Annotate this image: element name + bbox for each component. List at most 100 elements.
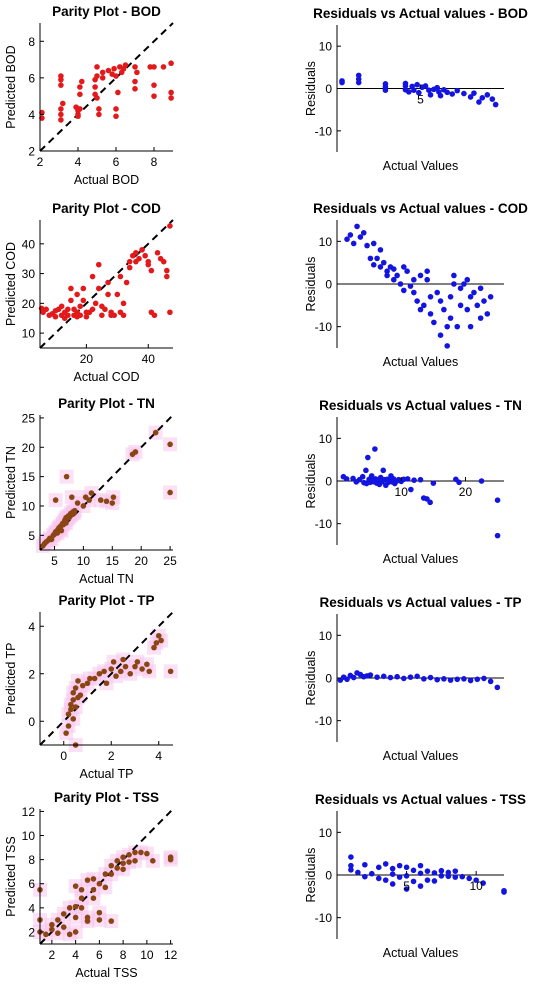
data-point xyxy=(424,877,431,883)
data-point xyxy=(49,921,55,928)
data-point xyxy=(492,101,499,108)
data-point xyxy=(102,884,109,891)
data-point xyxy=(52,497,59,503)
data-point xyxy=(434,84,441,91)
data-point xyxy=(431,870,438,876)
data-point xyxy=(114,291,121,298)
data-point xyxy=(91,675,98,682)
data-point xyxy=(123,279,130,286)
x-axis-label: Actual TSS xyxy=(75,966,137,980)
data-point xyxy=(431,319,437,326)
data-point xyxy=(90,895,97,901)
data-point xyxy=(99,75,106,81)
data-point xyxy=(350,240,357,247)
y-tick-label: 10 xyxy=(22,327,36,341)
y-tick-label: 0 xyxy=(325,475,332,489)
data-point xyxy=(360,230,367,236)
data-point xyxy=(75,113,81,120)
data-point xyxy=(427,294,434,300)
data-point xyxy=(72,685,79,691)
y-axis-label: Residuals xyxy=(304,454,318,509)
data-point xyxy=(414,673,420,680)
data-point xyxy=(374,255,380,262)
data-point xyxy=(96,111,102,118)
data-point xyxy=(456,479,462,486)
data-point xyxy=(151,64,157,70)
data-point xyxy=(362,873,368,880)
data-point xyxy=(92,84,98,90)
data-point xyxy=(168,60,174,67)
data-point xyxy=(88,490,95,496)
x-tick-label: 25 xyxy=(163,554,177,568)
data-point xyxy=(108,666,115,672)
y-tick-label: 4 xyxy=(28,108,35,122)
data-point xyxy=(437,298,444,304)
chart-parity-bod: Parity Plot - BOD 2 4 6 8 2 4 6 8 Actual BOD Predi… xyxy=(4,4,174,187)
data-point xyxy=(71,507,78,514)
data-point xyxy=(133,249,139,256)
data-point xyxy=(127,670,134,677)
data-point xyxy=(105,279,111,286)
data-point xyxy=(120,312,127,319)
y-axis-label: Residuals xyxy=(304,848,318,903)
data-point xyxy=(122,663,129,670)
data-point xyxy=(102,306,108,313)
data-point xyxy=(410,867,417,874)
data-point xyxy=(382,861,389,867)
data-point xyxy=(105,291,111,298)
data-point xyxy=(60,911,67,917)
data-point xyxy=(347,232,354,238)
x-tick-label: 10 xyxy=(469,879,483,893)
data-point xyxy=(72,903,79,910)
y-tick-label: 20 xyxy=(22,441,36,455)
y-tick-label: 0 xyxy=(325,278,332,292)
data-point xyxy=(164,267,170,274)
data-point xyxy=(151,82,157,88)
data-point xyxy=(494,684,501,691)
data-point xyxy=(348,854,354,860)
data-point xyxy=(430,480,437,486)
data-point xyxy=(438,867,445,874)
data-point xyxy=(58,111,64,118)
data-point xyxy=(126,852,132,858)
x-tick-label: 10 xyxy=(140,948,154,962)
data-point xyxy=(452,868,459,874)
data-point xyxy=(484,92,491,98)
y-tick-label: -10 xyxy=(315,124,333,138)
x-tick-label: 15 xyxy=(106,554,120,568)
data-point xyxy=(374,674,380,680)
data-point xyxy=(167,441,173,448)
data-point xyxy=(132,849,138,856)
x-tick-label: 5 xyxy=(417,93,424,107)
data-point xyxy=(111,65,117,72)
data-point xyxy=(77,312,84,319)
data-point xyxy=(348,862,354,869)
data-point xyxy=(362,861,368,868)
data-point xyxy=(434,289,441,296)
data-point xyxy=(151,93,157,99)
data-point xyxy=(58,117,64,123)
data-point xyxy=(451,272,457,279)
data-point xyxy=(120,860,126,867)
data-point xyxy=(474,676,481,683)
data-point xyxy=(461,90,467,97)
data-point xyxy=(424,268,430,275)
data-points xyxy=(348,854,507,895)
y-tick-label: 2 xyxy=(28,925,35,939)
point-density-halo xyxy=(33,845,178,942)
x-tick-label: 6 xyxy=(113,155,120,169)
data-point xyxy=(160,258,167,265)
data-point xyxy=(467,677,474,684)
y-axis-label: Residuals xyxy=(304,651,318,706)
data-point xyxy=(344,236,350,242)
data-point xyxy=(90,876,97,882)
data-point xyxy=(65,306,71,313)
data-point xyxy=(78,895,85,901)
data-point xyxy=(474,302,481,309)
data-point xyxy=(167,309,173,316)
data-point xyxy=(394,673,400,680)
x-axis-label: Actual BOD xyxy=(74,173,139,187)
y-tick-label: 0 xyxy=(325,82,332,96)
y-tick-label: 10 xyxy=(319,629,333,643)
data-point xyxy=(416,89,422,96)
